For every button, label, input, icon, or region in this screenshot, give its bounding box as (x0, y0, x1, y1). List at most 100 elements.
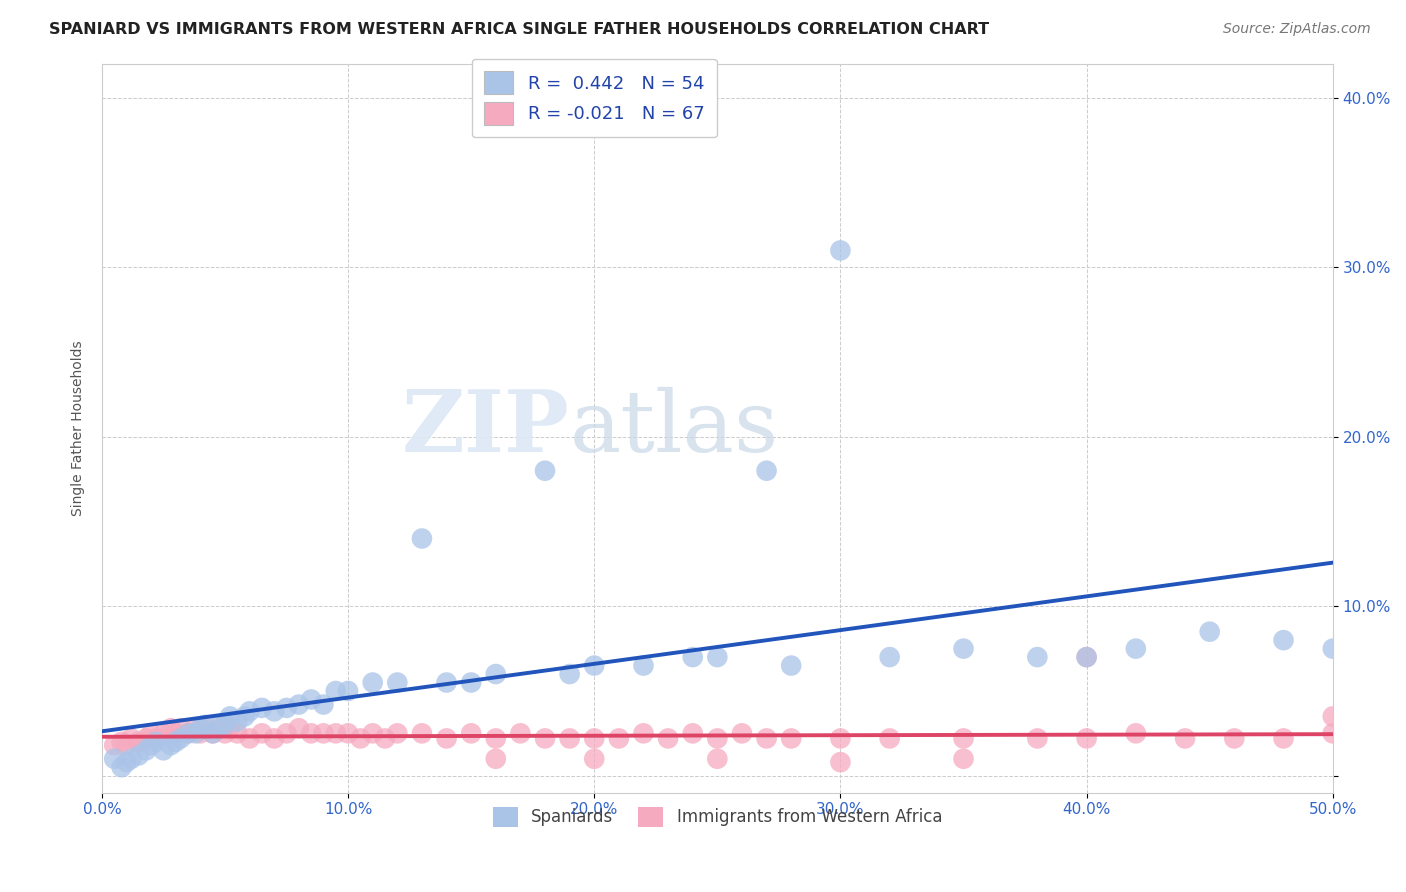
Point (411, 532, 433, 546)
Point (110, 735, 132, 749)
Point (263, 731, 285, 746)
Point (1322, 641, 1344, 656)
Point (170, 721, 193, 735)
Point (1272, 633, 1295, 648)
Point (1174, 731, 1197, 746)
Text: ZIP: ZIP (402, 386, 569, 470)
Point (1026, 650, 1049, 665)
Point (226, 726, 249, 740)
Point (952, 641, 974, 656)
Point (509, 726, 531, 740)
Point (239, 731, 262, 746)
Point (128, 735, 150, 749)
Point (190, 726, 212, 740)
Point (165, 735, 187, 749)
Point (214, 726, 236, 740)
Point (135, 731, 157, 746)
Point (485, 667, 508, 681)
Point (1322, 709, 1344, 723)
Point (583, 752, 606, 766)
Point (128, 748, 150, 763)
Point (209, 721, 232, 735)
Point (830, 731, 852, 746)
Point (387, 726, 409, 740)
Point (184, 726, 207, 740)
Point (460, 726, 482, 740)
Point (633, 726, 655, 740)
Point (755, 731, 778, 746)
Point (233, 709, 256, 723)
Point (219, 709, 242, 723)
Point (349, 731, 371, 746)
Point (201, 726, 224, 740)
Point (337, 684, 360, 698)
Point (682, 650, 704, 665)
Point (558, 731, 581, 746)
Point (177, 726, 200, 740)
Point (387, 675, 409, 690)
Point (830, 755, 852, 769)
Point (485, 752, 508, 766)
Point (115, 755, 138, 769)
Legend: Spaniards, Immigrants from Western Africa: Spaniards, Immigrants from Western Afric… (484, 798, 950, 835)
Point (361, 675, 384, 690)
Point (706, 650, 728, 665)
Point (201, 726, 224, 740)
Point (879, 731, 901, 746)
Point (145, 735, 167, 749)
Point (325, 684, 347, 698)
Point (780, 658, 803, 673)
Point (325, 726, 347, 740)
Point (312, 698, 335, 712)
Point (139, 738, 162, 752)
Point (184, 721, 207, 735)
Point (460, 675, 482, 690)
Point (534, 731, 557, 746)
Point (250, 726, 273, 740)
Point (374, 731, 396, 746)
Point (706, 752, 728, 766)
Point (583, 731, 606, 746)
Point (299, 726, 322, 740)
Point (436, 731, 458, 746)
Point (607, 731, 630, 746)
Point (226, 714, 249, 729)
Point (682, 726, 704, 740)
Text: Source: ZipAtlas.com: Source: ZipAtlas.com (1223, 22, 1371, 37)
Point (190, 721, 212, 735)
Point (276, 726, 298, 740)
Point (120, 731, 142, 746)
Y-axis label: Single Father Households: Single Father Households (72, 341, 86, 516)
Text: SPANIARD VS IMMIGRANTS FROM WESTERN AFRICA SINGLE FATHER HOUSEHOLDS CORRELATION : SPANIARD VS IMMIGRANTS FROM WESTERN AFRI… (49, 22, 990, 37)
Point (879, 650, 901, 665)
Point (115, 738, 138, 752)
Point (263, 704, 285, 718)
Point (135, 743, 157, 757)
Point (139, 726, 162, 740)
Point (145, 731, 167, 746)
Point (633, 658, 655, 673)
Point (1125, 641, 1147, 656)
Point (165, 726, 187, 740)
Point (485, 731, 508, 746)
Point (1076, 650, 1098, 665)
Point (288, 721, 311, 735)
Point (337, 726, 360, 740)
Point (110, 760, 132, 774)
Point (1272, 731, 1295, 746)
Point (177, 726, 200, 740)
Point (160, 721, 183, 735)
Point (1076, 731, 1098, 746)
Point (1322, 726, 1344, 740)
Point (411, 726, 433, 740)
Point (952, 752, 974, 766)
Point (152, 743, 174, 757)
Point (361, 726, 384, 740)
Point (1125, 726, 1147, 740)
Text: atlas: atlas (569, 387, 779, 470)
Point (583, 658, 606, 673)
Point (312, 726, 335, 740)
Point (170, 731, 193, 746)
Point (219, 721, 242, 735)
Point (152, 726, 174, 740)
